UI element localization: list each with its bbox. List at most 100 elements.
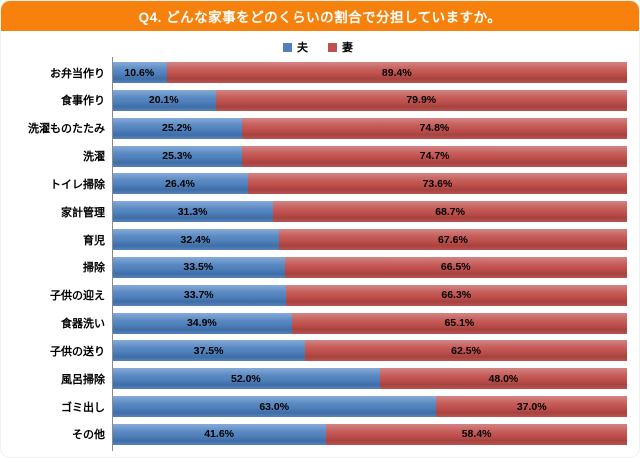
bar-row: 食器洗い 34.9% 65.1% xyxy=(9,311,627,336)
stacked-bar: 63.0% 37.0% xyxy=(112,396,627,418)
bar-row: 掃除 33.5% 66.5% xyxy=(9,255,627,280)
stacked-bar: 20.1% 79.9% xyxy=(112,89,627,111)
husband-segment: 63.0% xyxy=(112,396,437,418)
husband-value-label: 25.2% xyxy=(161,122,192,135)
wife-segment: 37.0% xyxy=(436,396,627,418)
husband-segment: 25.2% xyxy=(112,117,242,139)
husband-segment: 31.3% xyxy=(112,201,274,223)
category-label: 洗濯 xyxy=(83,151,105,164)
stacked-bar: 25.3% 74.7% xyxy=(112,145,627,167)
legend-husband: 夫 xyxy=(283,39,308,55)
stacked-bar: 10.6% 89.4% xyxy=(112,62,627,83)
wife-value-label: 68.7% xyxy=(435,205,465,218)
wife-value-label: 73.6% xyxy=(422,177,453,190)
husband-value-label: 63.0% xyxy=(259,400,290,413)
wife-value-label: 37.0% xyxy=(516,400,547,413)
stacked-bar: 52.0% 48.0% xyxy=(112,368,627,390)
husband-value-label: 34.9% xyxy=(186,317,217,330)
category-label: 食事作り xyxy=(61,95,105,108)
category-label: 掃除 xyxy=(83,262,105,275)
stacked-bar: 31.3% 68.7% xyxy=(112,201,627,223)
husband-segment: 20.1% xyxy=(112,89,216,111)
husband-segment: 41.6% xyxy=(112,423,327,445)
category-label: 子供の送り xyxy=(50,345,105,358)
bar-row: 洗濯ものたたみ 25.2% 74.8% xyxy=(9,116,627,141)
bar-rows: お弁当作り 10.6% 89.4% 食事作り 20.1% 79.9% 洗濯ものたたみ 25.2… xyxy=(9,57,627,451)
category-label: 家計管理 xyxy=(61,206,105,219)
husband-segment: 10.6% xyxy=(112,62,167,83)
wife-segment: 65.1% xyxy=(291,312,627,334)
wife-value-label: 74.8% xyxy=(419,122,450,135)
wife-value-label: 66.5% xyxy=(440,261,471,274)
husband-value-label: 52.0% xyxy=(231,372,261,385)
husband-segment: 37.5% xyxy=(112,340,306,362)
bar-row: その他 41.6% 58.4% xyxy=(9,422,627,447)
category-label: 食器洗い xyxy=(61,318,105,331)
category-label: ゴミ出し xyxy=(61,401,105,414)
wife-value-label: 67.6% xyxy=(438,233,468,246)
wife-swatch-icon xyxy=(328,42,337,52)
husband-segment: 52.0% xyxy=(112,368,380,390)
wife-segment: 62.5% xyxy=(305,340,627,362)
husband-segment: 25.3% xyxy=(112,145,243,167)
wife-value-label: 74.7% xyxy=(419,150,450,163)
wife-segment: 73.6% xyxy=(247,173,627,195)
chart-legend: 夫 妻 xyxy=(9,37,627,57)
husband-swatch-icon xyxy=(283,42,292,52)
wife-segment: 68.7% xyxy=(273,201,627,223)
wife-value-label: 58.4% xyxy=(461,428,492,441)
wife-segment: 48.0% xyxy=(379,368,627,390)
legend-husband-label: 夫 xyxy=(297,42,308,54)
category-label: 風呂掃除 xyxy=(61,373,105,386)
husband-value-label: 10.6% xyxy=(124,66,155,79)
wife-value-label: 89.4% xyxy=(381,66,412,79)
husband-segment: 26.4% xyxy=(112,173,248,195)
stacked-bar: 33.7% 66.3% xyxy=(112,284,627,306)
category-label: 育児 xyxy=(83,234,105,247)
husband-value-label: 20.1% xyxy=(148,94,179,107)
title-banner: Q4. どんな家事をどのくらいの割合で分担していますか。 xyxy=(1,1,639,31)
husband-segment: 32.4% xyxy=(112,229,279,251)
legend-wife-label: 妻 xyxy=(342,42,353,54)
husband-segment: 34.9% xyxy=(112,312,292,334)
husband-value-label: 25.3% xyxy=(162,150,193,163)
page-title: Q4. どんな家事をどのくらいの割合で分担していますか。 xyxy=(138,10,502,25)
husband-value-label: 26.4% xyxy=(165,177,195,190)
wife-segment: 58.4% xyxy=(326,423,627,445)
wife-segment: 66.5% xyxy=(284,256,627,278)
wife-segment: 74.8% xyxy=(241,117,627,139)
wife-value-label: 79.9% xyxy=(406,94,437,107)
husband-value-label: 33.7% xyxy=(183,289,214,302)
wife-value-label: 65.1% xyxy=(444,317,475,330)
bar-row: 家計管理 31.3% 68.7% xyxy=(9,199,627,224)
category-label: トイレ掃除 xyxy=(50,178,105,191)
wife-value-label: 66.3% xyxy=(441,289,472,302)
stacked-bar: 32.4% 67.6% xyxy=(112,229,627,251)
bar-row: 洗濯 25.3% 74.7% xyxy=(9,144,627,169)
category-label: お弁当作り xyxy=(50,67,105,80)
wife-segment: 66.3% xyxy=(285,284,627,306)
category-label: 洗濯ものたたみ xyxy=(28,123,105,136)
stacked-bar: 37.5% 62.5% xyxy=(112,340,627,362)
bar-row: トイレ掃除 26.4% 73.6% xyxy=(9,171,627,196)
husband-value-label: 33.5% xyxy=(183,261,214,274)
stacked-bar: 26.4% 73.6% xyxy=(112,173,627,195)
category-label: 子供の迎え xyxy=(50,290,105,303)
bar-row: 風呂掃除 52.0% 48.0% xyxy=(9,366,627,391)
husband-segment: 33.7% xyxy=(112,284,286,306)
bar-row: お弁当作り 10.6% 89.4% xyxy=(9,60,627,85)
stacked-bar: 34.9% 65.1% xyxy=(112,312,627,334)
bar-row: 子供の送り 37.5% 62.5% xyxy=(9,338,627,363)
bar-row: 子供の迎え 33.7% 66.3% xyxy=(9,283,627,308)
category-axis-line xyxy=(112,57,113,451)
category-label: その他 xyxy=(72,429,105,442)
stacked-bar-chart: 夫 妻 お弁当作り 10.6% 89.4% 食事作り 20.1% 79.9% 洗濯ものたたみ… xyxy=(9,37,627,451)
husband-value-label: 41.6% xyxy=(204,428,234,441)
bar-row: 育児 32.4% 67.6% xyxy=(9,227,627,252)
stacked-bar: 33.5% 66.5% xyxy=(112,256,627,278)
legend-wife: 妻 xyxy=(328,39,353,55)
wife-value-label: 48.0% xyxy=(488,372,519,385)
bar-row: 食事作り 20.1% 79.9% xyxy=(9,88,627,113)
stacked-bar: 41.6% 58.4% xyxy=(112,423,627,445)
